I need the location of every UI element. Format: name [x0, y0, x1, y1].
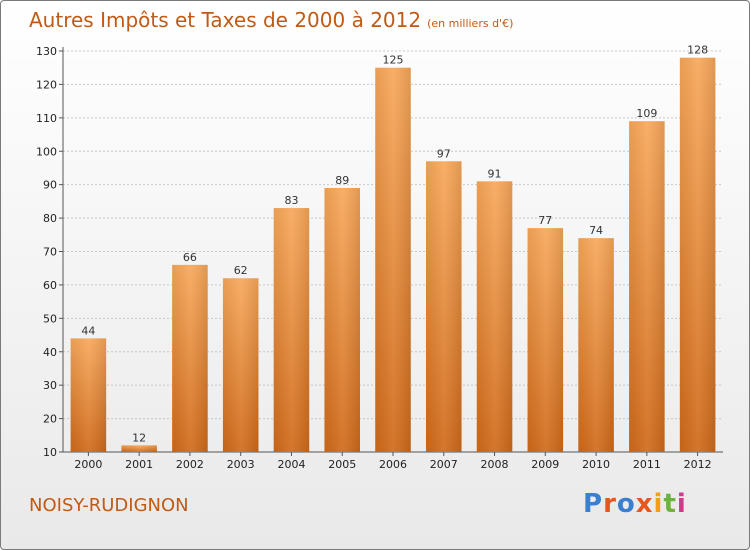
y-tick-label: 130: [36, 45, 57, 58]
x-tick-label: 2000: [74, 458, 102, 471]
x-tick-label: 2006: [379, 458, 407, 471]
y-tick-label: 20: [43, 413, 57, 426]
bar-value-label: 91: [488, 167, 502, 180]
bar-shade: [476, 181, 513, 452]
bar-value-label: 77: [538, 214, 552, 227]
x-tick-label: 2007: [430, 458, 458, 471]
bar-value-label: 128: [687, 44, 708, 57]
chart-title: Autres Impôts et Taxes de 2000 à 2012 (en…: [29, 8, 513, 32]
bar-shade: [629, 121, 665, 453]
y-tick-label: 100: [36, 145, 57, 158]
y-tick-label: 30: [43, 379, 57, 392]
bars: [70, 57, 716, 453]
bar-value-label: 83: [284, 194, 298, 207]
chart-unit: (en milliers d'€): [427, 17, 514, 30]
y-tick-label: 80: [43, 212, 57, 225]
chart-title-text: Autres Impôts et Taxes de 2000 à 2012: [29, 8, 422, 32]
bar-value-label: 125: [383, 54, 404, 67]
y-tick-label: 40: [43, 346, 57, 359]
bar-shade: [527, 228, 564, 452]
bar-shade: [578, 238, 614, 452]
bar-shade: [324, 188, 360, 452]
bar-shade: [70, 338, 107, 452]
bar-value-label: 74: [589, 224, 603, 237]
y-tick-label: 110: [36, 112, 57, 125]
bar-shade: [273, 208, 310, 452]
bar-shade: [375, 67, 411, 452]
x-tick-label: 2011: [633, 458, 661, 471]
x-tick-label: 2003: [227, 458, 255, 471]
x-tick-label: 2009: [531, 458, 559, 471]
bar-value-label: 109: [636, 107, 657, 120]
bar-value-label: 44: [81, 324, 95, 337]
y-tick-label: 70: [43, 246, 57, 259]
x-tick-label: 2002: [176, 458, 204, 471]
y-tick-label: 90: [43, 179, 57, 192]
y-tick-label: 10: [43, 446, 57, 459]
bar-value-label: 66: [183, 251, 197, 264]
x-tick-label: 2008: [481, 458, 509, 471]
bar-shade: [121, 445, 157, 452]
location-name: NOISY-RUDIGNON: [29, 495, 189, 516]
x-tick-label: 2005: [328, 458, 356, 471]
x-tick-label: 2004: [277, 458, 305, 471]
y-tick-label: 120: [36, 78, 57, 91]
bar-value-label: 89: [335, 174, 349, 187]
x-tick-label: 2001: [125, 458, 153, 471]
labels: 10 20 30 40 50 60 70 80 90 100 110 120 130 44 2000 12 20…: [36, 44, 712, 471]
bar-value-label: 62: [234, 264, 248, 277]
bar-shade: [679, 57, 716, 452]
bar-value-label: 97: [437, 147, 451, 160]
proxiti-logo[interactable]: Proxiti: [583, 489, 687, 519]
bar-value-label: 12: [132, 431, 146, 444]
bar-shade: [172, 264, 208, 452]
x-tick-label: 2012: [684, 458, 712, 471]
bar-shade: [222, 278, 259, 452]
y-tick-label: 60: [43, 279, 57, 292]
x-tick-label: 2010: [582, 458, 610, 471]
bar-shade: [426, 161, 462, 452]
y-tick-label: 50: [43, 312, 57, 325]
